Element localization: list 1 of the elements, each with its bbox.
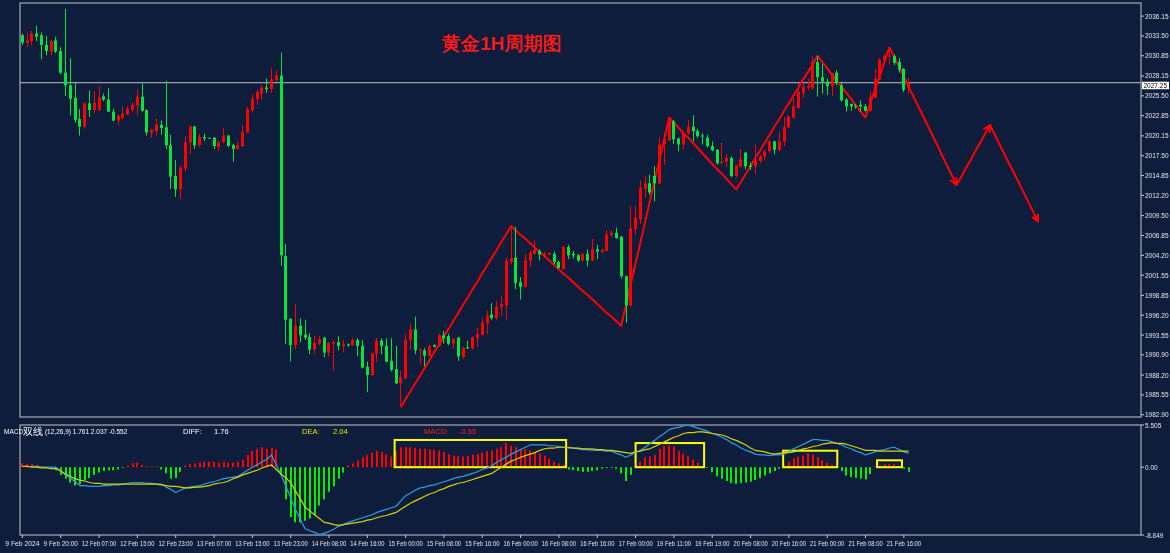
text: 黄金1H周期图 <box>441 33 562 54</box>
